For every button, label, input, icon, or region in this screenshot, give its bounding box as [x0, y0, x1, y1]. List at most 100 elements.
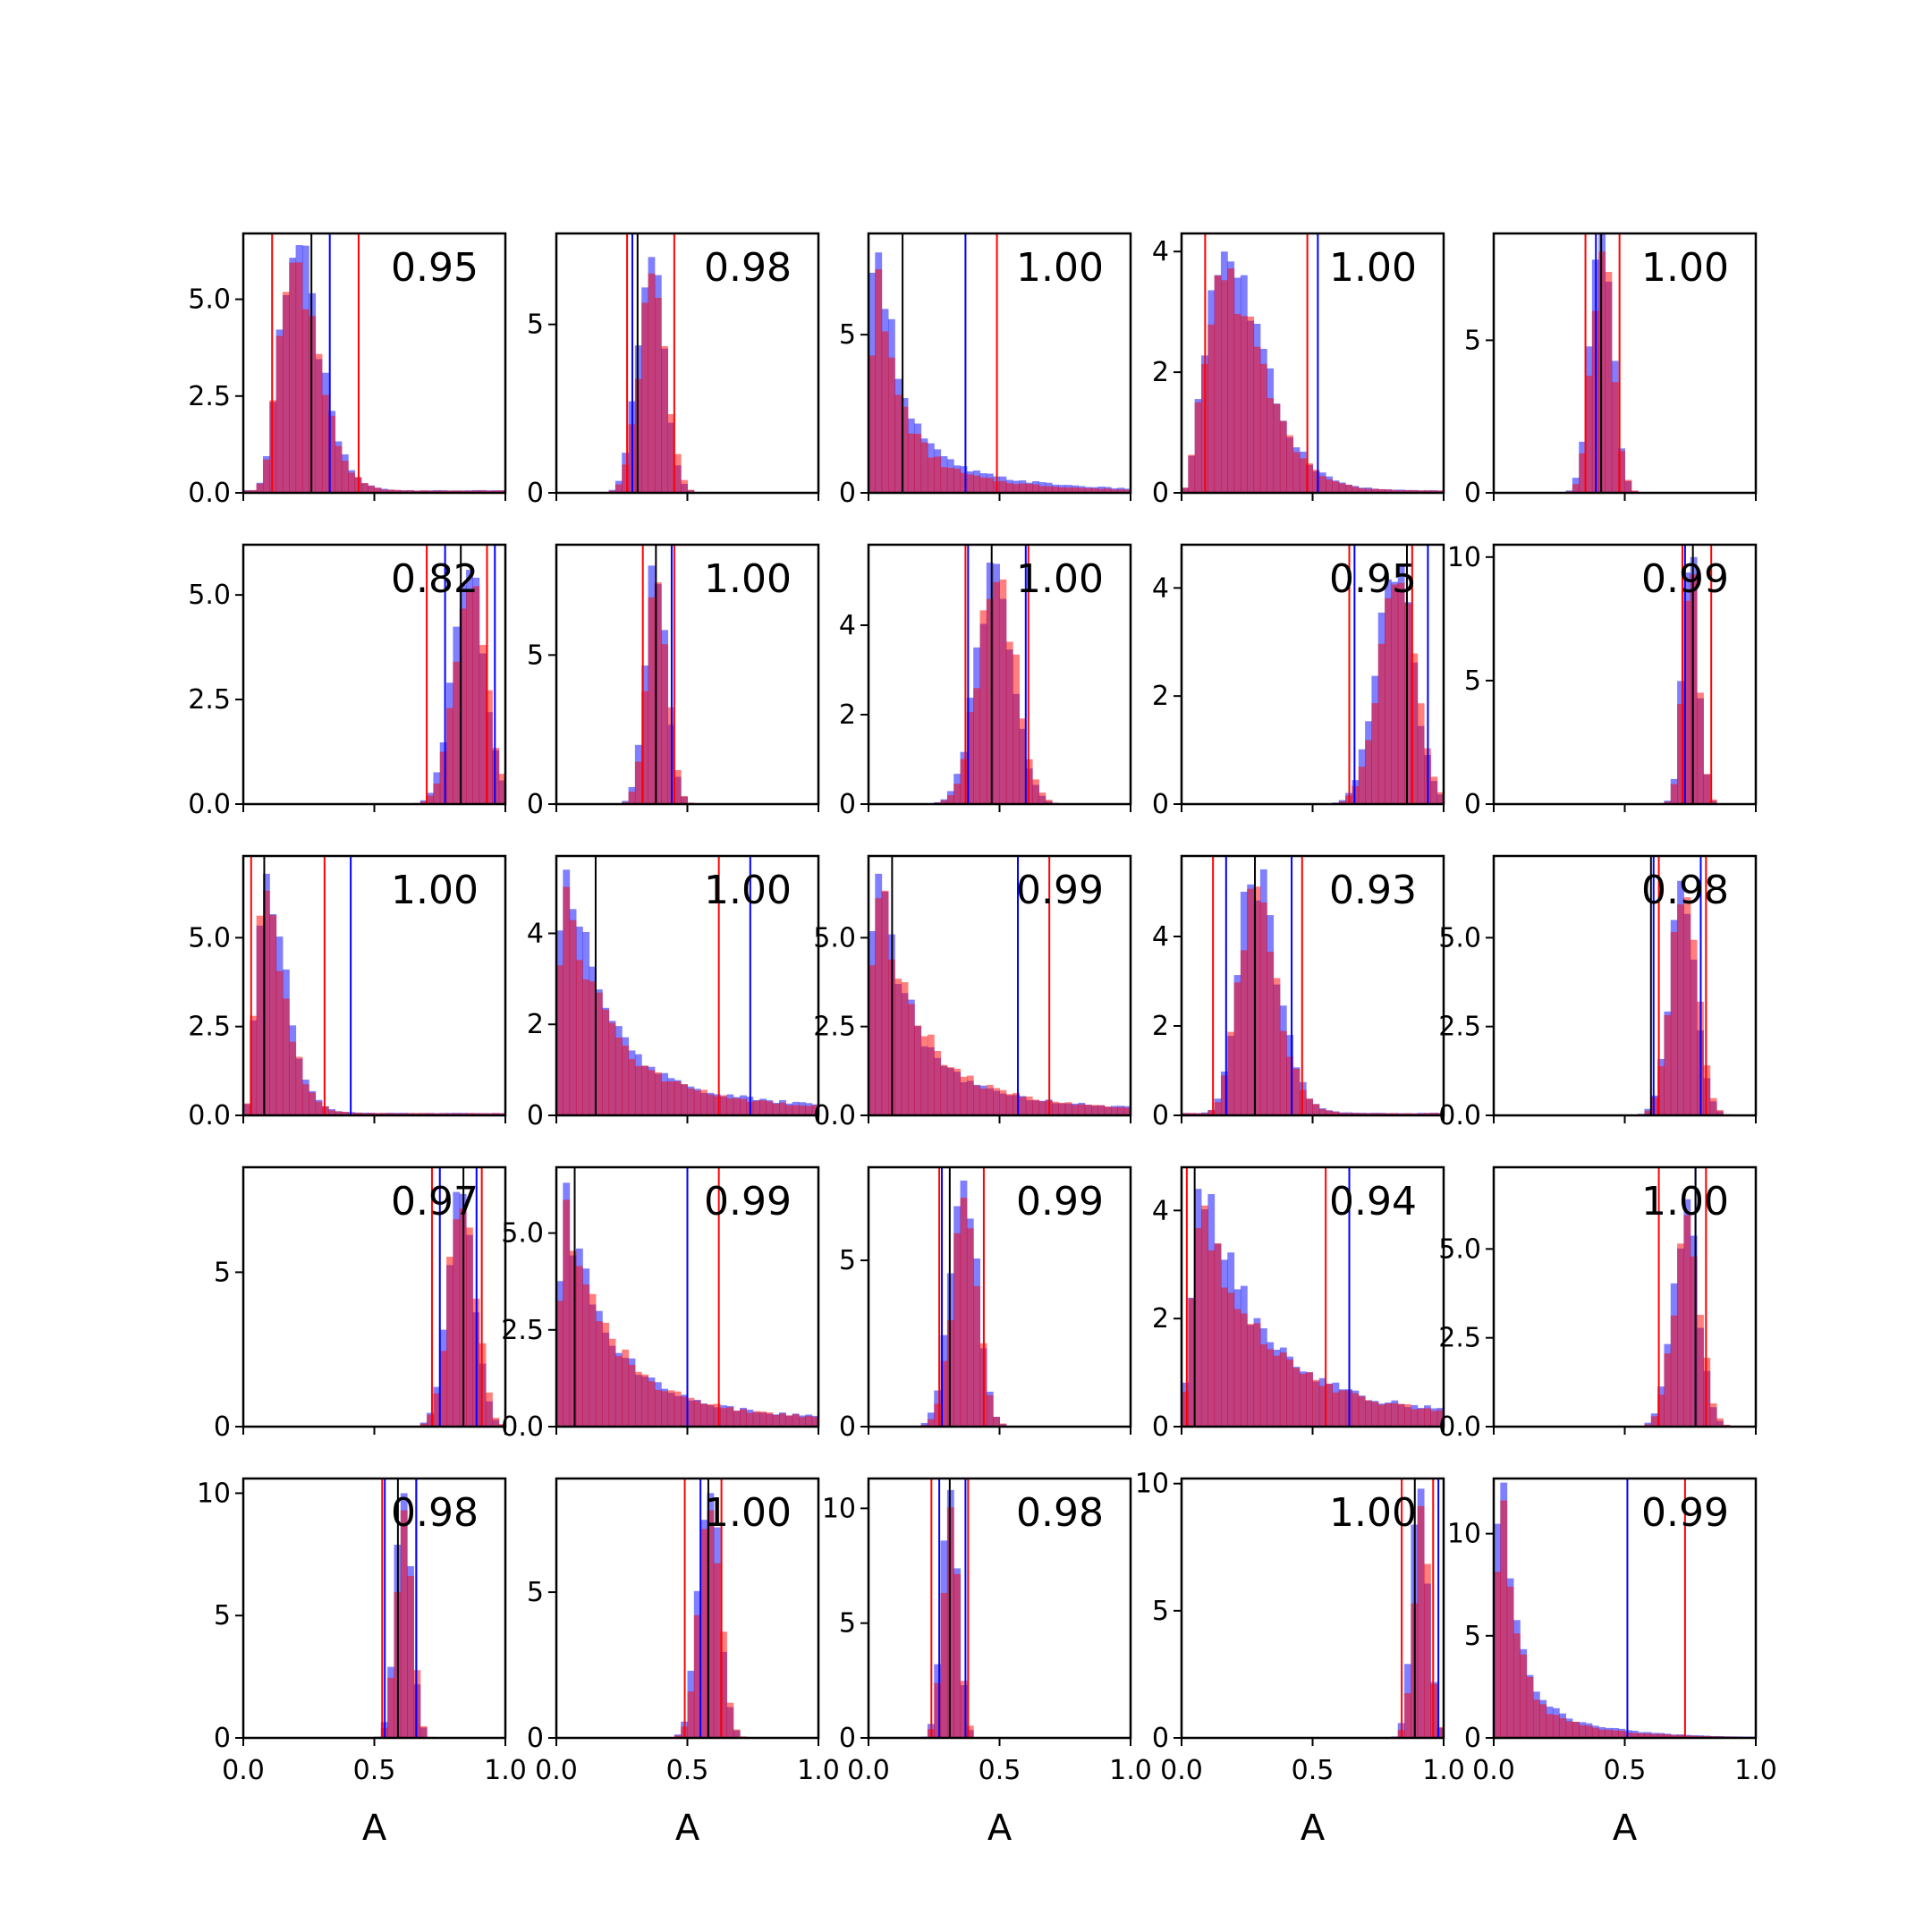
red-bar: [700, 1529, 708, 1738]
red-bar: [335, 445, 343, 493]
y-tick-label: 2: [527, 1009, 544, 1040]
red-bar: [1397, 1403, 1405, 1427]
red-bar: [681, 1396, 688, 1427]
y-tick-label: 5: [214, 1600, 231, 1631]
red-bar: [953, 468, 962, 493]
y-tick-label: 5: [1152, 1596, 1169, 1627]
red-bar: [1052, 1101, 1059, 1115]
y-tick-label: 5.0: [188, 284, 231, 316]
red-bar: [472, 586, 480, 804]
panel-5-1: 0 5 10 0.0 0.5 1.0 A 0.98: [197, 1477, 527, 1849]
y-tick-label: 0: [1464, 789, 1481, 820]
red-bar: [746, 1412, 754, 1427]
red-bar: [433, 783, 441, 804]
y-tick-label: 2.5: [188, 1012, 231, 1043]
red-bar: [973, 688, 981, 804]
red-bar: [301, 1084, 309, 1115]
red-bar: [479, 645, 487, 804]
red-bar: [1013, 1092, 1020, 1115]
red-bar: [687, 489, 695, 493]
red-bar: [1430, 1411, 1438, 1427]
red-bar: [953, 784, 962, 804]
y-tick-label: 0: [527, 789, 544, 820]
red-bar: [960, 472, 968, 493]
x-axis-label: A: [1301, 1808, 1326, 1849]
y-tick-label: 0: [527, 1723, 544, 1754]
panel-1-2: 050.98: [527, 232, 820, 509]
red-bar: [1683, 600, 1691, 804]
red-bar: [648, 1381, 656, 1427]
red-bar: [419, 1423, 428, 1427]
red-bar: [1273, 1355, 1281, 1427]
red-bar: [492, 1418, 500, 1427]
red-bar: [1019, 1097, 1027, 1115]
panel-3-4: 0 2 4 0.93: [1152, 854, 1445, 1131]
red-bar: [1605, 271, 1613, 493]
y-tick-label: 4: [1152, 572, 1169, 604]
red-bar: [1385, 1403, 1392, 1427]
red-bar: [1358, 1396, 1366, 1427]
red-bar: [1365, 1400, 1372, 1427]
red-bar: [881, 331, 889, 493]
red-bar: [614, 1037, 623, 1115]
red-bar: [387, 1677, 394, 1738]
red-bar: [1091, 487, 1098, 493]
red-bar: [1391, 1402, 1399, 1427]
red-bar: [1259, 1343, 1267, 1427]
y-tick-label: 5.0: [188, 580, 231, 611]
red-bar: [439, 1113, 447, 1115]
y-tick-label: 0: [1152, 1411, 1169, 1443]
red-bar: [661, 644, 669, 804]
red-bar: [1404, 1693, 1411, 1738]
red-bar: [341, 1112, 349, 1115]
red-bar: [250, 489, 258, 493]
panel-score: 0.82: [391, 556, 479, 602]
red-bar: [1618, 1730, 1625, 1738]
red-bar: [1352, 1393, 1360, 1427]
panel-score: 1.00: [1016, 556, 1104, 602]
red-bar: [1312, 470, 1320, 493]
red-bar: [419, 490, 428, 493]
red-bar: [335, 1111, 343, 1115]
red-bar: [1214, 1242, 1222, 1427]
red-bar: [446, 708, 453, 804]
red-bar: [419, 1725, 428, 1738]
red-bar: [707, 1094, 715, 1115]
red-bar: [1598, 1729, 1606, 1738]
red-bar: [772, 1415, 780, 1427]
x-tick-label: 0.0: [847, 1755, 890, 1786]
red-bar: [726, 1407, 734, 1427]
red-bar: [1338, 1390, 1346, 1427]
red-bar: [1352, 1113, 1360, 1115]
red-bar: [940, 800, 948, 804]
red-bar: [1657, 1065, 1665, 1115]
panel-3-3: 0.0 2.5 5.0 0.99: [813, 854, 1132, 1131]
red-bar: [654, 297, 662, 493]
panel-4-1: 050.97: [214, 1165, 507, 1443]
panel-score: 1.00: [391, 868, 479, 913]
red-bar: [608, 1338, 616, 1427]
y-tick-label: 0.0: [1438, 1411, 1481, 1443]
red-bar: [453, 490, 461, 493]
red-bar: [1111, 1106, 1118, 1115]
x-tick-label: 0.5: [1604, 1755, 1647, 1786]
red-bar: [413, 1113, 421, 1115]
red-bar: [1539, 1704, 1547, 1738]
red-bar: [394, 489, 402, 493]
y-tick-label: 0: [839, 1723, 856, 1754]
red-bar: [1064, 487, 1072, 493]
red-bar: [953, 1573, 962, 1738]
red-bar: [622, 464, 630, 493]
red-bar: [1214, 1102, 1222, 1115]
red-bar: [453, 1219, 461, 1427]
red-bar: [1123, 489, 1131, 493]
red-bar: [901, 982, 909, 1115]
red-bar: [1292, 452, 1301, 493]
red-bar: [589, 1293, 597, 1427]
red-bar: [674, 770, 682, 804]
red-bar: [556, 1301, 564, 1427]
y-tick-label: 0.0: [501, 1411, 544, 1443]
red-bar: [648, 273, 656, 493]
red-bar: [1385, 489, 1392, 493]
red-bar: [1292, 1068, 1301, 1115]
